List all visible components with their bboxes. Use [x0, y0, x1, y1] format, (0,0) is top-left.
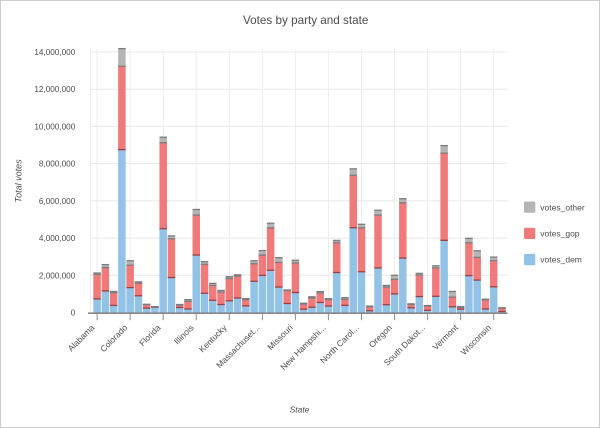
svg-text:4,000,000: 4,000,000	[39, 234, 76, 243]
svg-text:10,000,000: 10,000,000	[34, 122, 75, 131]
svg-text:Votes by party and state: Votes by party and state	[243, 14, 368, 27]
svg-text:State: State	[290, 405, 310, 415]
svg-text:votes_other: votes_other	[540, 202, 585, 212]
svg-text:6,000,000: 6,000,000	[39, 197, 76, 206]
svg-text:8,000,000: 8,000,000	[39, 160, 76, 169]
svg-text:2,000,000: 2,000,000	[39, 271, 76, 280]
svg-text:14,000,000: 14,000,000	[34, 48, 75, 57]
svg-text:Total votes: Total votes	[14, 159, 24, 203]
svg-text:votes_dem: votes_dem	[540, 255, 582, 265]
svg-text:12,000,000: 12,000,000	[34, 85, 75, 94]
svg-text:votes_gop: votes_gop	[540, 229, 579, 239]
svg-text:0: 0	[71, 309, 76, 318]
